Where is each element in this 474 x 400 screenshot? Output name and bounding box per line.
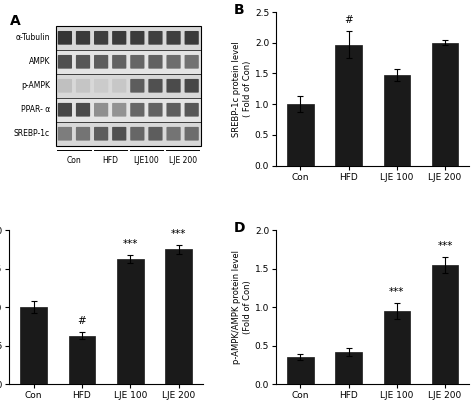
FancyBboxPatch shape	[148, 55, 163, 69]
Bar	[165, 250, 192, 384]
Text: A: A	[9, 14, 20, 28]
FancyBboxPatch shape	[112, 31, 127, 45]
Bar	[432, 43, 458, 166]
FancyBboxPatch shape	[166, 79, 181, 93]
Text: SREBP-1c: SREBP-1c	[14, 129, 50, 138]
Y-axis label: SREBP-1c protein level
( Fold of Con): SREBP-1c protein level ( Fold of Con)	[232, 41, 252, 137]
FancyBboxPatch shape	[58, 55, 72, 69]
FancyBboxPatch shape	[112, 103, 127, 117]
FancyBboxPatch shape	[166, 127, 181, 140]
Bar	[56, 26, 201, 146]
FancyBboxPatch shape	[76, 103, 90, 117]
FancyBboxPatch shape	[94, 127, 108, 140]
Bar	[20, 307, 47, 384]
FancyBboxPatch shape	[112, 55, 127, 69]
FancyBboxPatch shape	[130, 103, 145, 117]
Text: LJE 200: LJE 200	[169, 156, 197, 166]
FancyBboxPatch shape	[94, 55, 108, 69]
Bar	[335, 352, 362, 384]
FancyBboxPatch shape	[94, 103, 108, 117]
Bar	[56, 26, 201, 146]
Bar	[56, 26, 201, 50]
FancyBboxPatch shape	[58, 79, 72, 93]
Text: HFD: HFD	[102, 156, 118, 166]
Text: B: B	[234, 3, 244, 17]
FancyBboxPatch shape	[184, 79, 199, 93]
Bar	[383, 311, 410, 384]
FancyBboxPatch shape	[76, 31, 90, 45]
FancyBboxPatch shape	[148, 127, 163, 140]
Text: AMPK: AMPK	[28, 57, 50, 66]
FancyBboxPatch shape	[58, 31, 72, 45]
FancyBboxPatch shape	[148, 79, 163, 93]
FancyBboxPatch shape	[166, 103, 181, 117]
FancyBboxPatch shape	[58, 127, 72, 140]
Text: PPAR- α: PPAR- α	[21, 105, 50, 114]
FancyBboxPatch shape	[184, 55, 199, 69]
FancyBboxPatch shape	[130, 127, 145, 140]
Text: p-AMPK: p-AMPK	[21, 81, 50, 90]
Bar	[335, 44, 362, 166]
FancyBboxPatch shape	[130, 79, 145, 93]
Text: ***: ***	[123, 239, 138, 249]
Text: ***: ***	[171, 229, 186, 239]
Text: Con: Con	[66, 156, 82, 166]
Y-axis label: p-AMPK/AMPK protein level
(Fold of Con): p-AMPK/AMPK protein level (Fold of Con)	[232, 250, 252, 364]
FancyBboxPatch shape	[76, 127, 90, 140]
Text: LJE100: LJE100	[134, 156, 159, 166]
Bar	[56, 122, 201, 146]
FancyBboxPatch shape	[76, 79, 90, 93]
FancyBboxPatch shape	[148, 31, 163, 45]
Text: #: #	[344, 15, 353, 25]
FancyBboxPatch shape	[184, 31, 199, 45]
Text: D: D	[234, 221, 245, 235]
FancyBboxPatch shape	[184, 127, 199, 140]
FancyBboxPatch shape	[166, 31, 181, 45]
FancyBboxPatch shape	[58, 103, 72, 117]
FancyBboxPatch shape	[148, 103, 163, 117]
Bar	[287, 104, 313, 166]
Bar	[383, 75, 410, 166]
FancyBboxPatch shape	[130, 55, 145, 69]
Text: ***: ***	[438, 241, 453, 251]
Bar	[56, 98, 201, 122]
FancyBboxPatch shape	[166, 55, 181, 69]
Bar	[69, 336, 95, 384]
FancyBboxPatch shape	[112, 79, 127, 93]
FancyBboxPatch shape	[112, 127, 127, 140]
FancyBboxPatch shape	[76, 55, 90, 69]
Bar	[56, 74, 201, 98]
FancyBboxPatch shape	[94, 79, 108, 93]
Bar	[56, 50, 201, 74]
Text: α-Tubulin: α-Tubulin	[16, 33, 50, 42]
FancyBboxPatch shape	[94, 31, 108, 45]
FancyBboxPatch shape	[130, 31, 145, 45]
Bar	[117, 259, 144, 384]
Text: #: #	[78, 316, 86, 326]
FancyBboxPatch shape	[184, 103, 199, 117]
Bar	[432, 265, 458, 384]
Bar	[287, 357, 313, 384]
Text: ***: ***	[389, 287, 404, 297]
